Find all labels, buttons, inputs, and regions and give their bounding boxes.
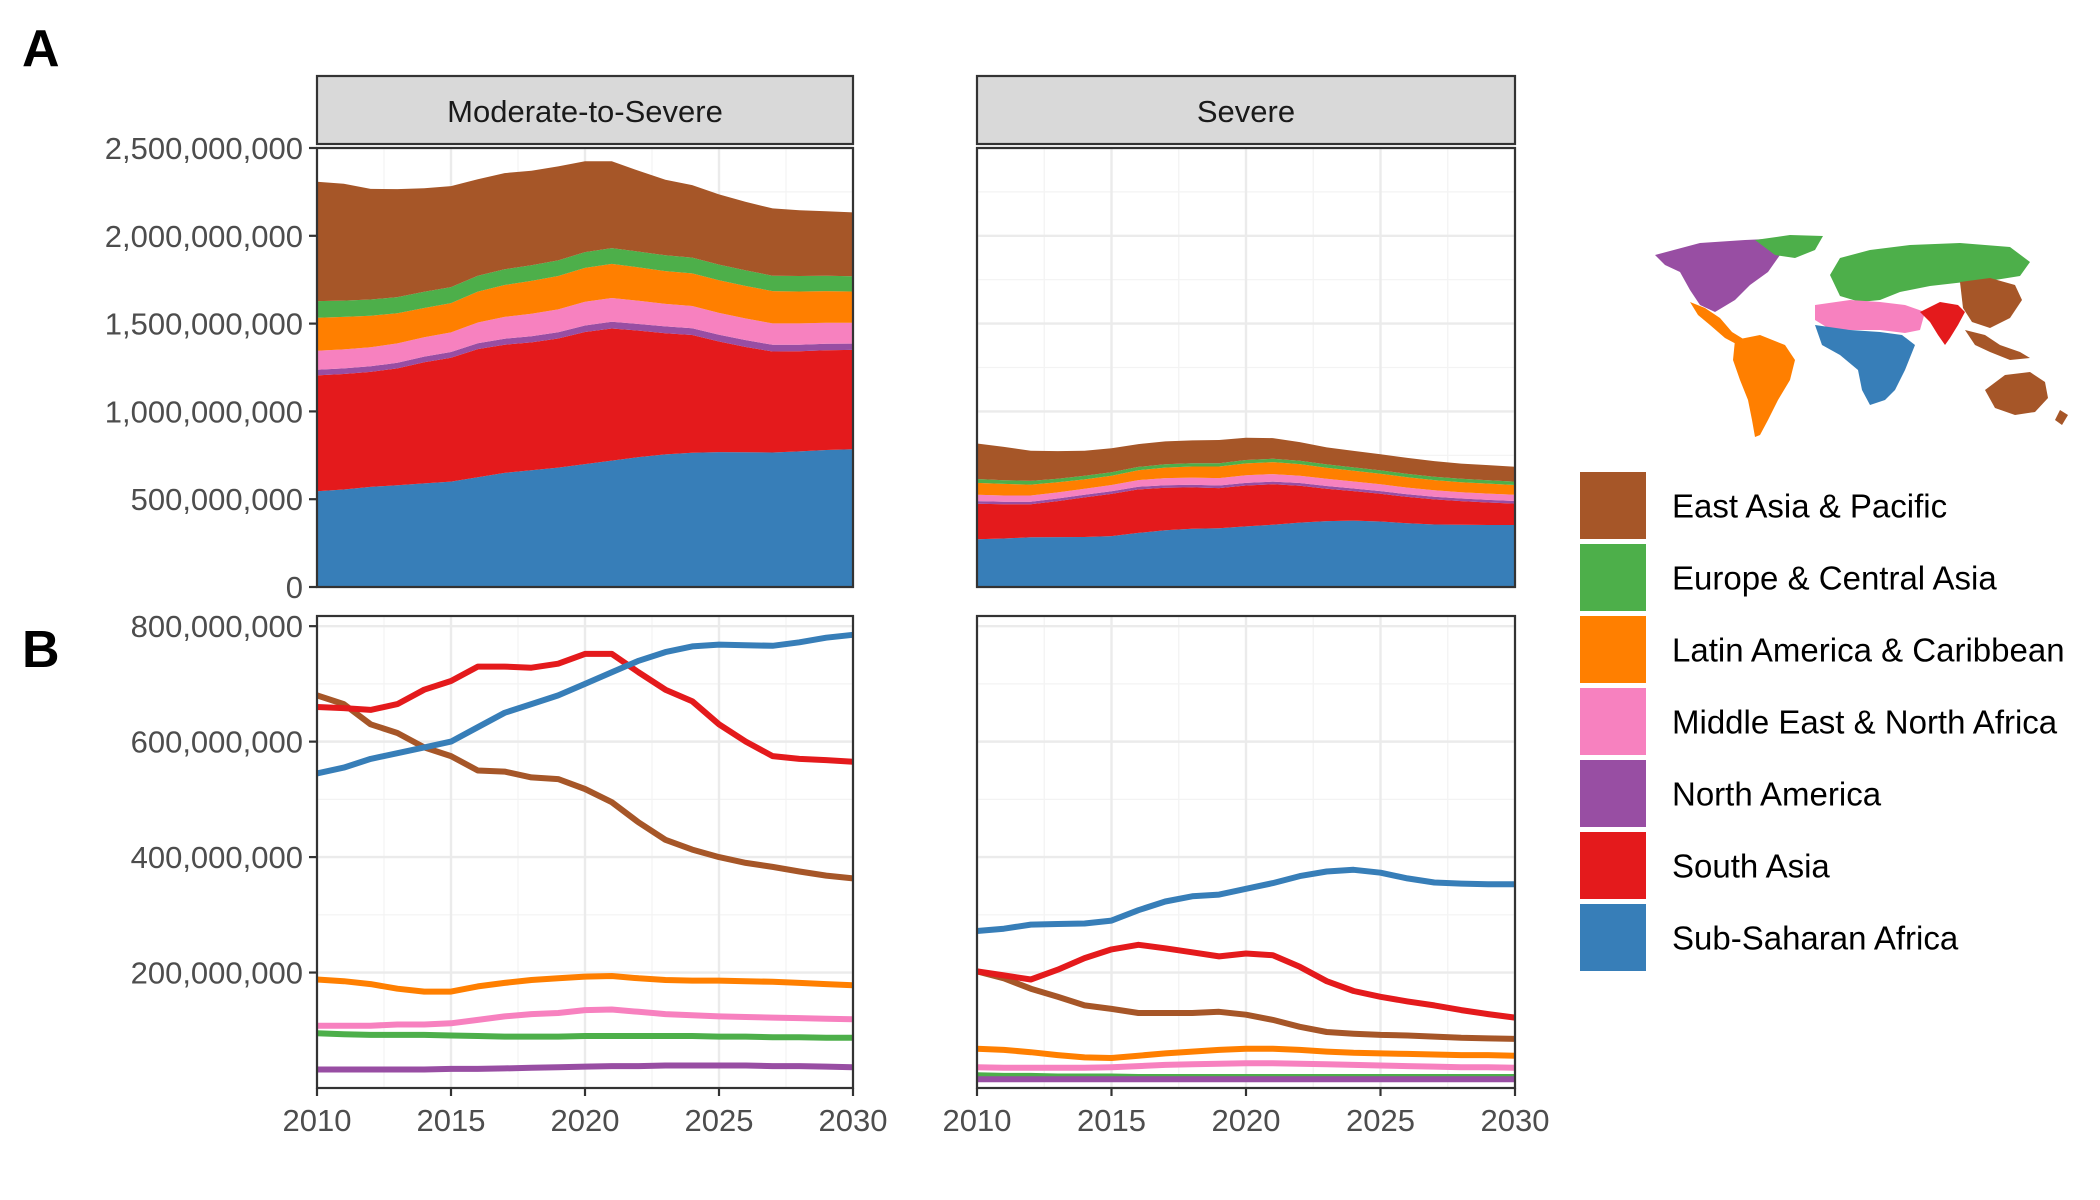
area-south-asia bbox=[977, 484, 1515, 540]
line-latin-america-and-caribbean bbox=[976, 1045, 1516, 1061]
map-europe-central-asia bbox=[1830, 243, 2030, 302]
legend-label-middle-east-and-north-africa: Middle East & North Africa bbox=[1672, 704, 2058, 741]
x-tick-label: 2025 bbox=[685, 1103, 754, 1138]
y-tick-label: 400,000,000 bbox=[131, 840, 303, 875]
map-north-america bbox=[1655, 238, 1790, 312]
legend-key-sub-saharan-africa bbox=[1580, 904, 1646, 971]
area-sub-saharan-africa bbox=[317, 449, 853, 587]
x-tick-label: 2020 bbox=[551, 1103, 620, 1138]
panel-border bbox=[315, 146, 855, 589]
y-tick-label: 500,000,000 bbox=[131, 482, 303, 517]
panel-b-severe: 2010 2015 2020 2025 2030 bbox=[943, 614, 1550, 1138]
legend-key-europe-and-central-asia bbox=[1580, 544, 1646, 611]
area-north-america bbox=[317, 321, 853, 376]
x-tick-label: 2015 bbox=[1077, 1103, 1146, 1138]
y-tick-label: 1,000,000,000 bbox=[105, 394, 303, 429]
legend-item-latin-america-and-caribbean: Latin America & Caribbean bbox=[1580, 616, 2065, 683]
x-tick-label: 2030 bbox=[1481, 1103, 1550, 1138]
y-tick-label: 2,000,000,000 bbox=[105, 219, 303, 254]
map-southeast-asia bbox=[1965, 330, 2030, 360]
facet-strip-background bbox=[975, 74, 1517, 146]
panel-tag-b: B bbox=[22, 621, 60, 679]
legend-key-north-america bbox=[1580, 760, 1646, 827]
line-middle-east-and-north-africa bbox=[976, 1060, 1516, 1071]
map-middle-east-north-africa bbox=[1815, 300, 1925, 333]
panel-tag-a: A bbox=[22, 20, 60, 78]
line-sub-saharan-africa bbox=[316, 631, 854, 777]
line-south-asia bbox=[316, 650, 854, 765]
legend-label-latin-america-and-caribbean: Latin America & Caribbean bbox=[1672, 632, 2065, 669]
map-central-america bbox=[1690, 302, 1745, 346]
facet-label-moderate-to-severe: Moderate-to-Severe bbox=[447, 94, 723, 129]
x-tick-label: 2015 bbox=[417, 1103, 486, 1138]
y-tick-label: 800,000,000 bbox=[131, 609, 303, 644]
y-tick-label: 1,500,000,000 bbox=[105, 307, 303, 342]
line-europe-and-central-asia bbox=[316, 1030, 853, 1041]
panel-a-severe bbox=[975, 146, 1517, 589]
legend-key-latin-america-and-caribbean bbox=[1580, 616, 1646, 683]
legend-label-south-asia: South Asia bbox=[1672, 848, 1830, 885]
world-region-map bbox=[1655, 235, 2068, 437]
area-middle-east-and-north-africa bbox=[317, 298, 853, 370]
y-tick-label: 600,000,000 bbox=[131, 725, 303, 760]
legend-key-south-asia bbox=[1580, 832, 1646, 899]
facet-strip-background bbox=[315, 74, 855, 146]
panel-a-moderate-to-severe: 0 500,000,000 1,000,000,000 1,500,000,000 2,… bbox=[105, 131, 855, 605]
legend-label-north-america: North America bbox=[1672, 776, 1882, 813]
legend-item-south-asia: South Asia bbox=[1580, 832, 1830, 899]
legend-label-east-asia-and-pacific: East Asia & Pacific bbox=[1672, 488, 1947, 525]
legend-item-sub-saharan-africa: Sub-Saharan Africa bbox=[1580, 904, 1959, 971]
map-australia bbox=[1985, 372, 2048, 415]
map-east-asia bbox=[1960, 278, 2022, 328]
x-tick-label: 2010 bbox=[943, 1103, 1012, 1138]
x-tick-label: 2025 bbox=[1346, 1103, 1415, 1138]
y-tick-label: 2,500,000,000 bbox=[105, 131, 303, 166]
area-east-asia-and-pacific bbox=[977, 437, 1515, 482]
facet-label-severe: Severe bbox=[1197, 94, 1295, 129]
map-south-asia bbox=[1920, 302, 1965, 345]
map-new-zealand bbox=[2055, 410, 2068, 425]
legend-item-east-asia-and-pacific: East Asia & Pacific bbox=[1580, 472, 1947, 539]
panel-b-moderate-to-severe: 200,000,000 400,000,000 600,000,000 800,000… bbox=[131, 609, 888, 1138]
legend-key-middle-east-and-north-africa bbox=[1580, 688, 1646, 755]
area-latin-america-and-caribbean bbox=[977, 462, 1515, 496]
panel-border bbox=[975, 146, 1517, 589]
map-south-america bbox=[1733, 335, 1795, 437]
plot-panels: 0 500,000,000 1,000,000,000 1,500,000,000 2,… bbox=[105, 131, 1550, 1138]
area-middle-east-and-north-africa bbox=[977, 474, 1515, 502]
area-europe-and-central-asia bbox=[317, 248, 853, 318]
area-latin-america-and-caribbean bbox=[317, 263, 853, 351]
legend-item-middle-east-and-north-africa: Middle East & North Africa bbox=[1580, 688, 2058, 755]
x-tick-label: 2010 bbox=[283, 1103, 352, 1138]
line-north-america bbox=[317, 1062, 854, 1073]
facet-strip-severe: Severe bbox=[975, 74, 1517, 146]
line-latin-america-and-caribbean bbox=[316, 973, 854, 995]
legend: East Asia & Pacific Europe & Central Asia… bbox=[1580, 472, 2065, 971]
y-tick-label: 200,000,000 bbox=[131, 956, 303, 991]
line-sub-saharan-africa bbox=[976, 866, 1515, 934]
line-east-asia-and-pacific bbox=[316, 692, 854, 882]
line-east-asia-and-pacific bbox=[976, 968, 1516, 1042]
legend-label-europe-and-central-asia: Europe & Central Asia bbox=[1672, 560, 1997, 597]
area-east-asia-and-pacific bbox=[317, 161, 853, 302]
area-europe-and-central-asia bbox=[977, 458, 1515, 485]
legend-item-europe-and-central-asia: Europe & Central Asia bbox=[1580, 544, 1997, 611]
line-south-asia bbox=[976, 941, 1516, 1021]
area-north-america bbox=[977, 481, 1515, 505]
area-sub-saharan-africa bbox=[977, 520, 1515, 587]
y-tick-label: 0 bbox=[286, 570, 303, 605]
line-middle-east-and-north-africa bbox=[317, 1006, 854, 1029]
x-tick-label: 2020 bbox=[1212, 1103, 1281, 1138]
area-south-asia bbox=[317, 328, 853, 492]
x-tick-label: 2030 bbox=[819, 1103, 888, 1138]
map-sub-saharan-africa bbox=[1815, 325, 1915, 405]
legend-key-east-asia-and-pacific bbox=[1580, 472, 1646, 539]
map-greenland bbox=[1755, 235, 1823, 258]
legend-label-sub-saharan-africa: Sub-Saharan Africa bbox=[1672, 920, 1959, 957]
facet-strip-moderate-to-severe: Moderate-to-Severe bbox=[315, 74, 855, 146]
legend-item-north-america: North America bbox=[1580, 760, 1882, 827]
